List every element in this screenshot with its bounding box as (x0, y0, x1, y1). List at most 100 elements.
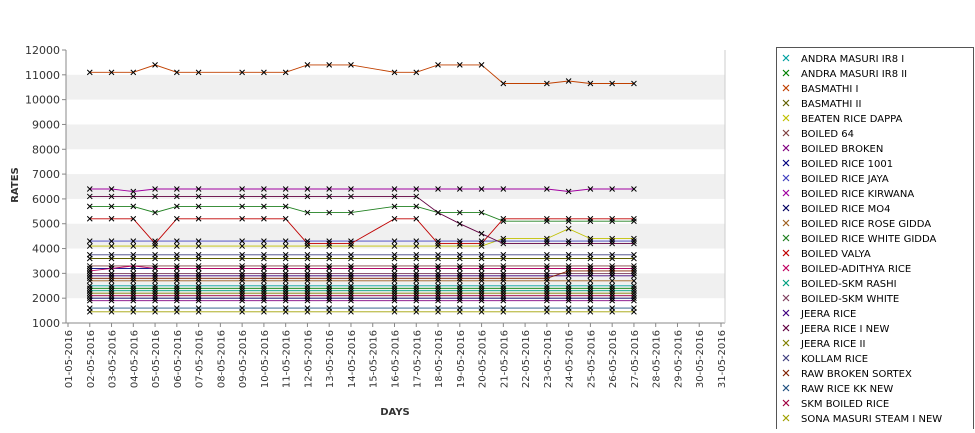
data-point (413, 193, 420, 200)
data-point (304, 240, 311, 247)
data-point (413, 265, 420, 272)
legend-item: BOILED RICE ROSE GIDDA (782, 219, 931, 230)
data-point (108, 295, 115, 302)
data-point (478, 243, 485, 249)
legend-marker (782, 414, 790, 422)
y-tick-label: 11000 (25, 69, 60, 82)
data-point (435, 275, 441, 282)
x-tick-label: 17-05-2016 (412, 330, 423, 388)
data-point (173, 243, 180, 249)
data-point (108, 215, 115, 222)
data-point (413, 282, 420, 289)
legend-label: BOILED RICE KIRWANA (801, 189, 914, 200)
data-point (500, 285, 507, 292)
data-point (348, 295, 354, 302)
x-tick-label: 14-05-2016 (347, 330, 358, 388)
data-point (195, 263, 202, 269)
data-point (435, 263, 441, 269)
data-point (326, 277, 333, 284)
data-point (108, 270, 115, 277)
data-point (282, 272, 289, 279)
data-point (587, 218, 594, 225)
data-point (478, 275, 485, 282)
data-point (348, 263, 354, 269)
data-point (130, 215, 137, 222)
legend-item: BOILED-SKM WHITE (782, 294, 899, 305)
data-point (631, 290, 637, 297)
data-point (609, 287, 616, 294)
data-point (456, 282, 463, 289)
legend-label: JEERA RICE I NEW (800, 324, 889, 335)
data-point (86, 308, 93, 315)
data-point (152, 290, 158, 297)
data-point (544, 240, 550, 247)
series (86, 263, 637, 274)
data-point (348, 277, 354, 284)
data-point (500, 295, 507, 302)
data-point (478, 270, 485, 277)
data-point (261, 270, 267, 277)
legend-item: JEERA RICE II (782, 339, 865, 350)
data-point (108, 251, 115, 258)
legend-item: ANDRA MASURI IR8 II (782, 69, 907, 80)
data-point (239, 263, 245, 269)
data-point (478, 62, 485, 68)
data-point (326, 295, 333, 302)
data-point (456, 272, 463, 279)
data-point (500, 215, 507, 222)
data-point (456, 220, 463, 227)
data-point (108, 263, 115, 269)
data-point (86, 265, 93, 272)
data-point (282, 275, 289, 282)
data-point (195, 238, 202, 244)
data-point (348, 282, 354, 289)
data-point (565, 215, 572, 222)
data-point (391, 272, 398, 279)
data-point (173, 270, 180, 277)
data-point (544, 308, 550, 315)
data-point (86, 292, 93, 299)
data-point (435, 290, 441, 297)
data-point (631, 285, 637, 292)
data-point (152, 297, 158, 304)
grid-bands (66, 50, 725, 323)
data-point (239, 270, 245, 277)
legend-label: BOILED-SKM WHITE (801, 294, 899, 305)
data-point (304, 292, 311, 299)
data-point (108, 275, 115, 282)
axes: 1000 2000 3000 4000 5000 6000 7000 8000 9000 1000… (25, 44, 728, 388)
legend-label: BOILED RICE JAYA (801, 174, 889, 185)
legend-label: BOILED VALYA (801, 249, 871, 260)
y-tick-label: 10000 (25, 94, 60, 107)
data-point (587, 186, 594, 192)
data-point (130, 282, 137, 289)
data-point (239, 282, 245, 289)
data-point (348, 186, 354, 192)
data-point (304, 193, 311, 200)
x-tick-label: 30-05-2016 (695, 330, 706, 388)
data-point (108, 272, 115, 279)
data-point (391, 69, 398, 76)
data-point (391, 243, 398, 249)
data-point (326, 297, 333, 304)
series (86, 308, 637, 315)
data-point (152, 292, 158, 299)
data-point (326, 308, 333, 315)
data-point (478, 209, 485, 216)
data-point (326, 238, 333, 244)
data-point (239, 297, 245, 304)
data-point (609, 290, 616, 297)
data-point (391, 277, 398, 284)
data-point (282, 193, 289, 200)
data-point (435, 186, 441, 192)
y-tick-label: 5000 (32, 218, 60, 231)
data-point (239, 285, 245, 292)
x-tick-label: 05-05-2016 (151, 330, 162, 388)
data-point (195, 277, 202, 284)
y-tick-label: 2000 (32, 292, 60, 305)
data-point (239, 243, 245, 249)
data-point (86, 243, 93, 249)
grid-band (66, 124, 725, 150)
data-point (348, 240, 354, 247)
legend-marker (782, 249, 790, 257)
